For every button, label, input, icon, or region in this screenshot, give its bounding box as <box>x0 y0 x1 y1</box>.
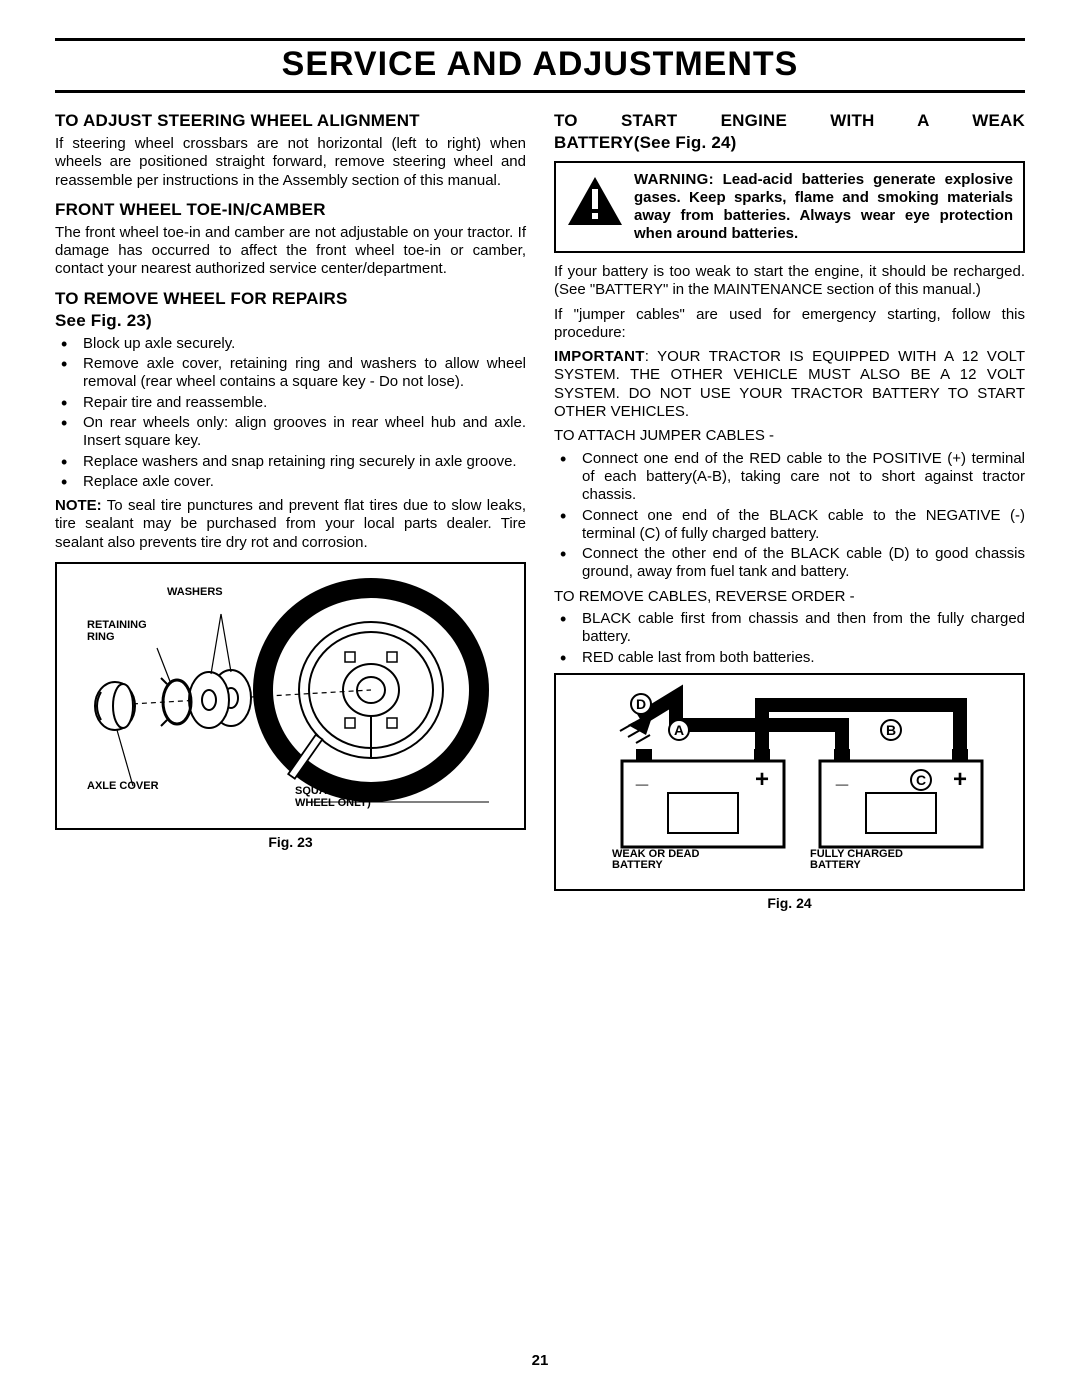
list-item: Block up axle securely. <box>55 335 526 353</box>
heading-toe-in-camber: FRONT WHEEL TOE-IN/CAMBER <box>55 200 526 220</box>
text: FULLY CHARGED <box>810 848 903 860</box>
left-column: TO ADJUST STEERING WHEEL ALIGNMENT If st… <box>55 107 526 911</box>
remove-wheel-bullets: Block up axle securely. Remove axle cove… <box>55 335 526 491</box>
svg-text:_: _ <box>834 763 848 788</box>
fig24-label-full-battery: FULLY CHARGED BATTERY <box>810 849 903 872</box>
text: BATTERY <box>810 859 861 871</box>
list-item: Connect one end of the RED cable to the … <box>554 450 1025 505</box>
two-column-layout: TO ADJUST STEERING WHEEL ALIGNMENT If st… <box>55 107 1025 911</box>
remove-wheel-note: NOTE: To seal tire punctures and prevent… <box>55 497 526 552</box>
text: RETAINING <box>87 619 147 631</box>
list-item: Remove axle cover, retaining ring and wa… <box>55 355 526 392</box>
top-rule <box>55 38 1025 41</box>
para-steering-alignment: If steering wheel crossbars are not hori… <box>55 135 526 190</box>
text: SQUARE KEY (REAR <box>295 785 405 797</box>
remove-subheading: TO REMOVE CABLES, REVERSE ORDER - <box>554 588 1025 606</box>
figure-24-caption: Fig. 24 <box>554 895 1025 911</box>
note-label: NOTE: <box>55 497 102 514</box>
heading-remove-wheel-l1: TO REMOVE WHEEL FOR REPAIRS <box>55 289 526 309</box>
warning-lead: WARNING <box>634 171 709 188</box>
text: WEAK OR DEAD <box>612 848 699 860</box>
list-item: BLACK cable first from chassis and then … <box>554 610 1025 647</box>
para-toe-in-camber: The front wheel toe-in and camber are no… <box>55 224 526 279</box>
warning-box: WARNING: Lead-acid batteries generate ex… <box>554 161 1025 253</box>
note-body: To seal tire punctures and prevent flat … <box>55 497 526 551</box>
fig24-label-C: C <box>910 769 932 791</box>
heading-steering-alignment: TO ADJUST STEERING WHEEL ALIGNMENT <box>55 111 526 131</box>
list-item: Replace washers and snap retaining ring … <box>55 453 526 471</box>
svg-text:+: + <box>754 766 768 793</box>
para-recharge: If your battery is too weak to start the… <box>554 263 1025 300</box>
heading-weak-battery-l2: BATTERY(See Fig. 24) <box>554 133 1025 153</box>
svg-text:_: _ <box>634 763 648 788</box>
heading-weak-battery-l1: TO START ENGINE WITH A WEAK <box>554 111 1025 131</box>
text: BATTERY <box>612 859 663 871</box>
list-item: Connect the other end of the BLACK cable… <box>554 545 1025 582</box>
attach-bullets: Connect one end of the RED cable to the … <box>554 450 1025 582</box>
figure-24-box: _ + _ + D A B C WEAK OR DEAD <box>554 673 1025 891</box>
fig24-label-A: A <box>668 719 690 741</box>
important-label: IMPORTANT <box>554 348 645 365</box>
fig23-label-axle-cover: AXLE COVER <box>87 780 159 792</box>
remove-bullets: BLACK cable first from chassis and then … <box>554 610 1025 667</box>
list-item: RED cable last from both batteries. <box>554 649 1025 667</box>
list-item: Repair tire and reassemble. <box>55 394 526 412</box>
svg-text:+: + <box>952 766 966 793</box>
warning-text: WARNING: Lead-acid batteries generate ex… <box>634 171 1013 243</box>
fig24-label-weak-battery: WEAK OR DEAD BATTERY <box>612 849 699 872</box>
fig23-label-retaining-ring: RETAINING RING <box>87 620 147 643</box>
right-column: TO START ENGINE WITH A WEAK BATTERY(See … <box>554 107 1025 911</box>
text: RING <box>87 631 115 643</box>
para-jumper-intro: If "jumper cables" are used for emergenc… <box>554 306 1025 343</box>
text: WHEEL ONLY) <box>295 797 371 809</box>
fig24-label-B: B <box>880 719 902 741</box>
list-item: Replace axle cover. <box>55 473 526 491</box>
list-item: On rear wheels only: align grooves in re… <box>55 414 526 451</box>
heading-remove-wheel-l2: See Fig. 23) <box>55 311 526 331</box>
below-title-rule <box>55 90 1025 93</box>
figure-23-caption: Fig. 23 <box>55 834 526 850</box>
attach-subheading: TO ATTACH JUMPER CABLES - <box>554 427 1025 445</box>
fig23-label-washers: WASHERS <box>167 586 223 598</box>
warning-icon <box>566 175 624 227</box>
fig23-label-square-key: SQUARE KEY (REAR WHEEL ONLY) <box>295 786 405 809</box>
page-number: 21 <box>0 1352 1080 1369</box>
fig24-label-D: D <box>630 693 652 715</box>
figure-23-box: WASHERS RETAINING RING AXLE COVER SQUARE… <box>55 562 526 830</box>
list-item: Connect one end of the BLACK cable to th… <box>554 507 1025 544</box>
important-block: IMPORTANT: YOUR TRACTOR IS EQUIPPED WITH… <box>554 348 1025 421</box>
page-title: SERVICE AND ADJUSTMENTS <box>55 45 1025 84</box>
